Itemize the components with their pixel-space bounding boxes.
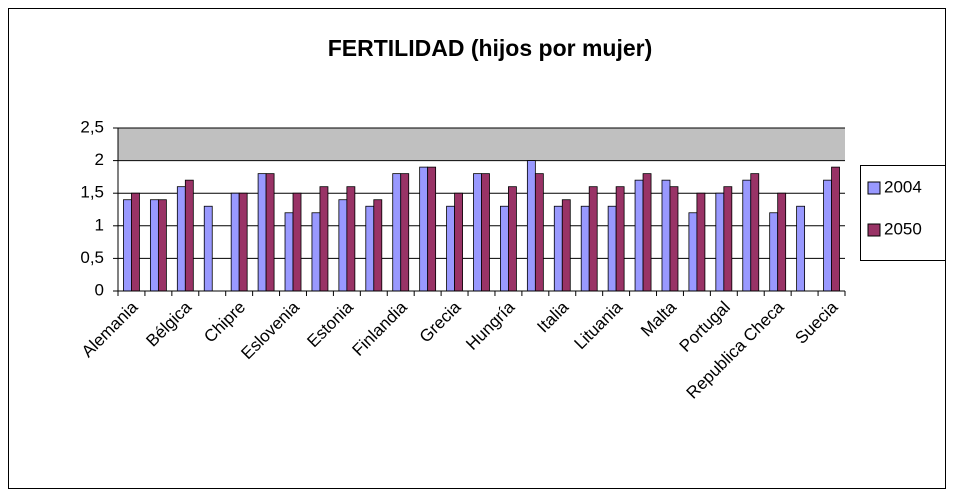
bar (176, 186, 186, 292)
legend-label: 2004 (884, 177, 922, 196)
bar (230, 192, 240, 292)
bar (373, 199, 383, 292)
bar (292, 192, 302, 292)
bar (588, 186, 598, 292)
bar (319, 186, 329, 292)
y-tick-label: 1 (95, 215, 104, 234)
bar (338, 199, 348, 292)
bar (184, 179, 194, 292)
bar (454, 192, 463, 292)
bar (561, 199, 571, 292)
bar (769, 212, 779, 292)
bar (669, 186, 679, 292)
bar (823, 179, 832, 292)
bar (688, 212, 698, 292)
bar (723, 186, 733, 292)
bar (123, 199, 132, 292)
bar (715, 192, 725, 292)
bar (607, 205, 617, 292)
bar (427, 166, 437, 292)
legend-swatch (867, 181, 881, 195)
bar (642, 173, 652, 292)
y-tick-label: 1,5 (80, 183, 104, 202)
bar (777, 192, 787, 292)
y-tick-label: 0,5 (80, 248, 104, 267)
bar (473, 173, 482, 292)
bar (615, 186, 625, 292)
legend (860, 165, 946, 261)
bar (634, 179, 644, 292)
bar (831, 166, 840, 292)
bar (580, 205, 590, 292)
bar (796, 205, 806, 292)
bar (149, 199, 159, 292)
bar (553, 205, 563, 292)
bar (203, 205, 213, 292)
bar (311, 212, 321, 292)
bar (365, 205, 375, 292)
bar (419, 166, 429, 292)
bar (500, 205, 509, 292)
y-tick-label: 2 (95, 150, 104, 169)
bar (446, 205, 455, 292)
bar (392, 173, 402, 292)
bar (284, 212, 294, 292)
bar (157, 199, 167, 292)
legend-swatch (867, 223, 881, 237)
bar (346, 186, 356, 292)
bar (661, 179, 671, 292)
bar (742, 179, 752, 292)
bar (265, 173, 275, 292)
bar (257, 173, 267, 292)
bar (750, 173, 760, 292)
chart-title: FERTILIDAD (hijos por mujer) (328, 35, 653, 61)
legend-label: 2050 (884, 219, 922, 238)
bar (400, 173, 410, 292)
bar (696, 192, 706, 292)
bar (508, 186, 517, 292)
bar (238, 192, 248, 292)
bar (534, 173, 544, 292)
bar (526, 160, 536, 292)
y-tick-label: 0 (95, 280, 104, 299)
plot-band (118, 128, 845, 160)
y-tick-label: 2,5 (80, 117, 104, 136)
bar (131, 192, 140, 292)
bar (481, 173, 490, 292)
